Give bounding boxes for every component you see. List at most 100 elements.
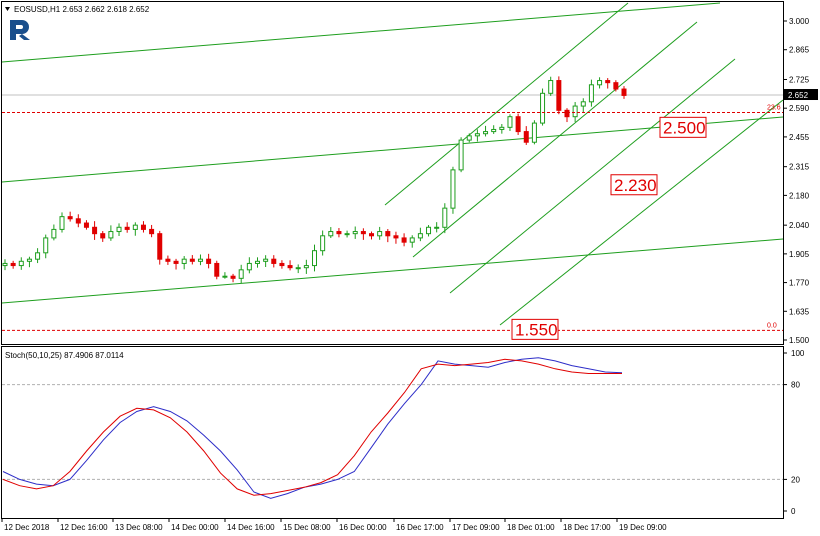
trendline-layer — [1, 2, 784, 326]
candle-body — [588, 84, 594, 103]
candle-body — [523, 131, 529, 143]
time-tick-label: 19 Dec 09:00 — [619, 523, 667, 532]
broker-logo-icon — [8, 19, 30, 41]
trendline — [449, 58, 736, 294]
candle-body — [434, 226, 440, 229]
candle-body — [426, 226, 432, 235]
current-price-label: 2.652 — [788, 91, 809, 100]
candle-body — [100, 233, 106, 239]
trendline — [1, 238, 784, 304]
trendline — [1, 116, 784, 183]
candle-body — [417, 233, 423, 239]
candle-body — [352, 231, 358, 235]
candle-body — [344, 233, 350, 236]
time-tick-label: 14 Dec 00:00 — [171, 523, 219, 532]
stoch-main-line — [2, 357, 623, 499]
stoch-tick-label: 20 — [791, 475, 800, 484]
candle-body — [564, 109, 570, 118]
stoch-signal-line — [2, 358, 622, 496]
candle-body — [572, 105, 578, 118]
time-tick-label: 18 Dec 17:00 — [563, 523, 611, 532]
candle-body — [580, 101, 586, 107]
stoch-layer: 100 80 20 0 — [2, 349, 805, 516]
candle-layer — [2, 76, 627, 284]
candle-body — [214, 262, 220, 277]
candle-body — [401, 237, 407, 243]
stoch-header-label: Stoch(50,10,25) 87.4906 87.0114 — [5, 351, 124, 360]
candle-body — [165, 258, 171, 262]
trendline — [1, 2, 721, 63]
price-tick-label: 1.905 — [789, 250, 810, 259]
candle-body — [35, 252, 41, 260]
candle-body — [320, 235, 326, 252]
candle-body — [369, 233, 375, 237]
candle-body — [222, 275, 228, 278]
candle-body — [43, 237, 49, 254]
candle-body — [458, 139, 464, 171]
candle-body — [621, 88, 627, 96]
candle-body — [67, 216, 73, 220]
level-layer: 23.6 0.0 2.500 2.230 1.550 — [2, 104, 783, 340]
price-tick-label: 1.770 — [789, 279, 810, 288]
time-tick-label: 18 Dec 01:00 — [507, 523, 555, 532]
candle-body — [613, 82, 619, 90]
candle-body — [197, 258, 203, 262]
price-annotation-box — [511, 318, 559, 340]
candle-body — [279, 262, 285, 267]
symbol-header: EOSUSD,H1 2.653 2.662 2.618 2.652 — [5, 5, 150, 14]
candle-body — [466, 135, 472, 141]
current-price-badge — [784, 89, 818, 101]
trendline — [499, 99, 784, 326]
price-annotation-label: 2.500 — [663, 118, 706, 137]
candle-body — [531, 122, 537, 143]
candle-body — [393, 235, 399, 239]
candle-body — [140, 224, 146, 230]
price-tick-label: 2.455 — [789, 133, 810, 142]
time-tick-label: 13 Dec 08:00 — [115, 523, 163, 532]
candle-body — [499, 126, 505, 130]
candle-body — [360, 231, 366, 235]
time-tick-label: 15 Dec 08:00 — [283, 523, 331, 532]
candle-body — [556, 80, 562, 111]
candle-body — [157, 233, 163, 260]
candle-body — [295, 267, 301, 270]
candle-body — [491, 128, 497, 133]
time-tick-label: 16 Dec 00:00 — [339, 523, 387, 532]
price-tick-label: 2.590 — [789, 104, 810, 113]
candle-body — [238, 269, 244, 279]
time-tick-label: 16 Dec 17:00 — [396, 523, 444, 532]
price-tick-label: 2.315 — [789, 163, 810, 172]
candle-body — [181, 258, 187, 264]
price-tick-label: 1.635 — [789, 307, 810, 316]
candle-body — [483, 131, 489, 135]
candle-body — [409, 237, 415, 243]
price-tick-label: 2.040 — [789, 221, 810, 230]
stoch-tick-label: 100 — [791, 349, 805, 358]
symbol-ohlc-label: EOSUSD,H1 2.653 2.662 2.618 2.652 — [14, 5, 150, 14]
candle-body — [51, 228, 57, 239]
candle-body — [59, 216, 65, 230]
candle-body — [450, 169, 456, 209]
candle-body — [515, 116, 521, 133]
candle-body — [336, 231, 342, 235]
candle-body — [10, 262, 16, 267]
candle-body — [442, 207, 448, 228]
fib-level-label: 0.0 — [767, 322, 777, 329]
candle-body — [303, 265, 309, 269]
candle-body — [287, 265, 293, 269]
candle-body — [26, 258, 32, 262]
candle-body — [189, 258, 195, 262]
price-tick-label: 2.865 — [789, 46, 810, 55]
candle-body — [474, 133, 480, 137]
price-annotation-box — [659, 116, 707, 138]
candle-body — [92, 226, 98, 235]
fib-level-label: 23.6 — [767, 104, 781, 111]
trendline — [384, 2, 629, 206]
candle-body — [312, 250, 317, 267]
candle-body — [230, 275, 236, 279]
time-tick-label: 12 Dec 16:00 — [60, 523, 108, 532]
price-tick-label: 2.725 — [789, 75, 810, 84]
candle-body — [124, 226, 130, 230]
candle-body — [328, 231, 334, 237]
